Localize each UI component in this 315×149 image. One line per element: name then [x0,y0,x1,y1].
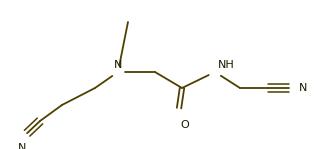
Text: N: N [114,60,122,70]
Text: N: N [299,83,307,93]
Text: O: O [180,120,189,130]
Text: N: N [18,143,26,149]
Text: NH: NH [218,60,235,70]
